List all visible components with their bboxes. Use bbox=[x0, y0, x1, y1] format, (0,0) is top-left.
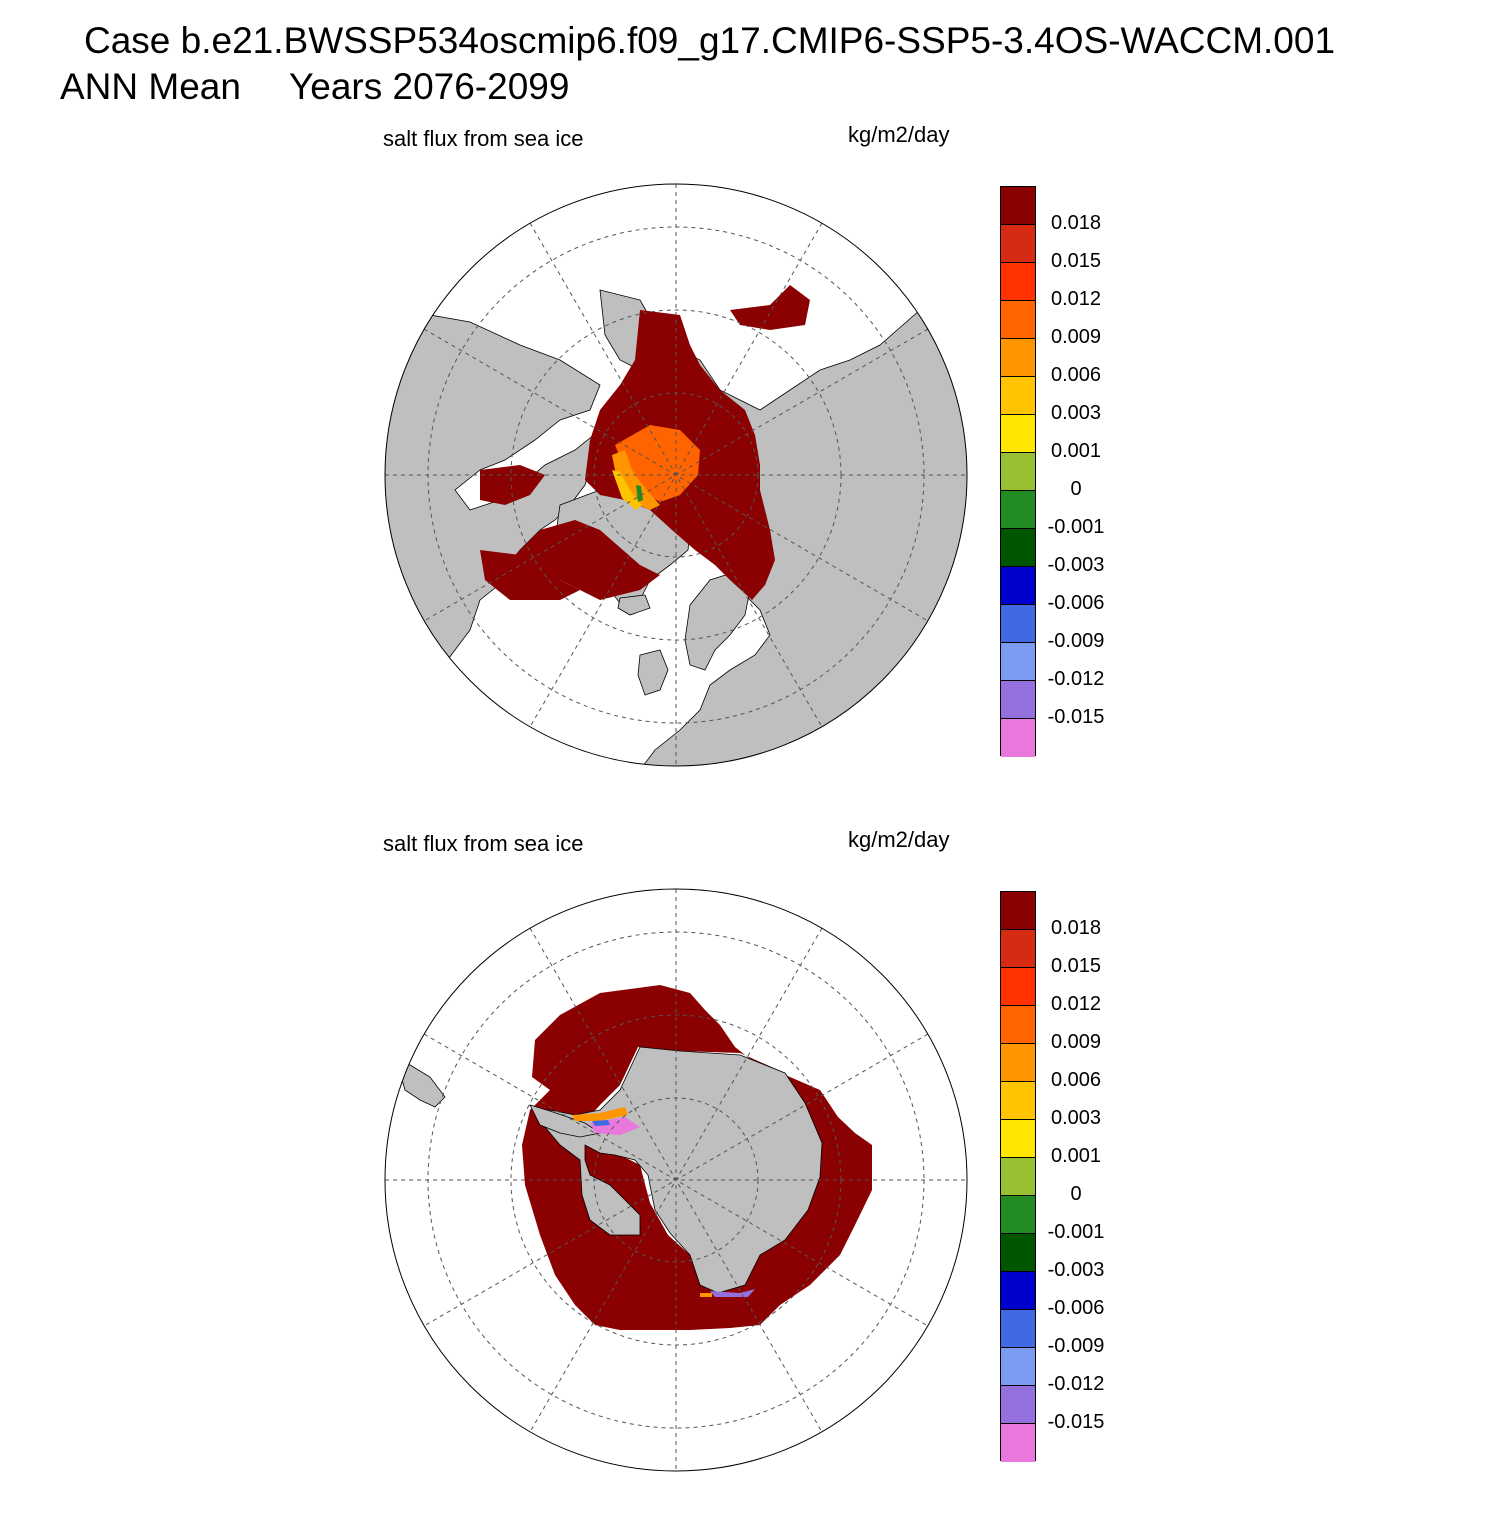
colorbar-swatch bbox=[1001, 1196, 1035, 1234]
figure-title-period: ANN Mean Years 2076-2099 bbox=[60, 66, 569, 108]
colorbar-swatch bbox=[1001, 643, 1035, 681]
colorbar-swatch bbox=[1001, 263, 1035, 301]
colorbar-label: 0 bbox=[1070, 1183, 1082, 1205]
colorbar-label: -0.001 bbox=[1047, 1221, 1105, 1243]
colorbar-label: 0.015 bbox=[1050, 955, 1102, 977]
colorbar-swatch bbox=[1001, 1424, 1035, 1462]
colorbar-swatch bbox=[1001, 301, 1035, 339]
colorbar-label: -0.009 bbox=[1047, 1335, 1105, 1357]
colorbar-swatch bbox=[1001, 1386, 1035, 1424]
south-map-border bbox=[384, 888, 968, 1472]
colorbar-swatch bbox=[1001, 339, 1035, 377]
north-colorbar-labels: 0.018 0.015 0.012 0.009 0.006 0.003 0.001 0 -0.0… bbox=[1036, 186, 1126, 756]
colorbar-swatch bbox=[1001, 529, 1035, 567]
colorbar-swatch bbox=[1001, 1006, 1035, 1044]
colorbar-label: 0.012 bbox=[1050, 288, 1102, 310]
panel-south-units: kg/m2/day bbox=[848, 827, 950, 852]
colorbar-label: -0.012 bbox=[1047, 1373, 1105, 1395]
south-sea-ice-ring bbox=[522, 985, 872, 1330]
north-land-british-isles bbox=[637, 649, 669, 696]
south-land-antarctica bbox=[534, 1046, 823, 1294]
colorbar-label: -0.003 bbox=[1047, 554, 1105, 576]
colorbar-label: 0.018 bbox=[1050, 917, 1102, 939]
colorbar-label: 0.006 bbox=[1050, 1069, 1102, 1091]
colorbar-label: -0.006 bbox=[1047, 592, 1105, 614]
colorbar-label: -0.015 bbox=[1047, 706, 1105, 728]
north-graticule bbox=[385, 184, 967, 766]
north-flux-core-green bbox=[636, 485, 643, 502]
colorbar-label: 0.003 bbox=[1050, 402, 1102, 424]
panel-north-units: kg/m2/day bbox=[848, 122, 950, 147]
colorbar-swatch bbox=[1001, 377, 1035, 415]
south-flux-weddell-blue bbox=[592, 1120, 610, 1126]
colorbar-label: -0.006 bbox=[1047, 1297, 1105, 1319]
colorbar-label: 0.009 bbox=[1050, 1031, 1102, 1053]
north-colorbar bbox=[1000, 186, 1036, 757]
south-flux-weddell-orange bbox=[572, 1107, 628, 1121]
colorbar-swatch bbox=[1001, 930, 1035, 968]
north-flux-core-light bbox=[612, 450, 660, 510]
panel-north-title: salt flux from sea ice bbox=[383, 126, 584, 151]
colorbar-swatch bbox=[1001, 1120, 1035, 1158]
colorbar-swatch bbox=[1001, 1082, 1035, 1120]
colorbar-label: 0.018 bbox=[1050, 212, 1102, 234]
colorbar-swatch bbox=[1001, 1044, 1035, 1082]
colorbar-swatch bbox=[1001, 719, 1035, 757]
colorbar-label: 0.001 bbox=[1050, 440, 1102, 462]
colorbar-swatch bbox=[1001, 892, 1035, 930]
north-map-border bbox=[384, 183, 968, 767]
colorbar-label: 0.003 bbox=[1050, 1107, 1102, 1129]
colorbar-label: 0.001 bbox=[1050, 1145, 1102, 1167]
north-land-iceland bbox=[617, 594, 651, 616]
colorbar-swatch bbox=[1001, 225, 1035, 263]
colorbar-swatch bbox=[1001, 187, 1035, 225]
colorbar-swatch bbox=[1001, 968, 1035, 1006]
south-graticule bbox=[385, 889, 967, 1471]
colorbar-swatch bbox=[1001, 415, 1035, 453]
colorbar-swatch bbox=[1001, 453, 1035, 491]
north-polar-map bbox=[384, 183, 968, 767]
colorbar-label: 0.012 bbox=[1050, 993, 1102, 1015]
north-sea-ice-baffin bbox=[500, 520, 660, 600]
colorbar-swatch bbox=[1001, 1310, 1035, 1348]
years-label: Years 2076-2099 bbox=[288, 66, 570, 107]
colorbar-swatch bbox=[1001, 1348, 1035, 1386]
colorbar-swatch bbox=[1001, 605, 1035, 643]
south-polar-map bbox=[384, 888, 968, 1472]
colorbar-label: -0.009 bbox=[1047, 630, 1105, 652]
colorbar-label: 0.009 bbox=[1050, 326, 1102, 348]
colorbar-label: 0.006 bbox=[1050, 364, 1102, 386]
colorbar-label: -0.015 bbox=[1047, 1411, 1105, 1433]
south-colorbar-labels: 0.018 0.015 0.012 0.009 0.006 0.003 0.001 0 -0.0… bbox=[1036, 891, 1126, 1461]
colorbar-swatch bbox=[1001, 1234, 1035, 1272]
colorbar-label: -0.012 bbox=[1047, 668, 1105, 690]
south-land-peninsula bbox=[529, 1104, 602, 1138]
panel-south-title: salt flux from sea ice bbox=[383, 831, 584, 856]
colorbar-swatch bbox=[1001, 1158, 1035, 1196]
colorbar-swatch bbox=[1001, 567, 1035, 605]
north-land-america bbox=[385, 314, 616, 752]
north-sea-ice-hudson bbox=[480, 465, 545, 505]
north-sea-ice-okhotsk bbox=[730, 285, 810, 330]
colorbar-label: 0 bbox=[1070, 478, 1082, 500]
panel-north: salt flux from sea ice kg/m2/day bbox=[0, 110, 1500, 815]
colorbar-label: 0.015 bbox=[1050, 250, 1102, 272]
period-label: ANN Mean bbox=[60, 66, 241, 107]
figure-title-case: Case b.e21.BWSSP534oscmip6.f09_g17.CMIP6… bbox=[84, 20, 1336, 61]
colorbar-label: -0.003 bbox=[1047, 1259, 1105, 1281]
colorbar-swatch bbox=[1001, 1272, 1035, 1310]
panel-south: salt flux from sea ice kg/m2/day bbox=[0, 815, 1500, 1520]
colorbar-label: -0.001 bbox=[1047, 516, 1105, 538]
colorbar-swatch bbox=[1001, 681, 1035, 719]
north-flux-core-yellow bbox=[612, 470, 642, 510]
south-flux-ross-purple bbox=[710, 1289, 755, 1297]
south-colorbar bbox=[1000, 891, 1036, 1462]
south-flux-ross-orange bbox=[700, 1293, 712, 1297]
colorbar-swatch bbox=[1001, 491, 1035, 529]
